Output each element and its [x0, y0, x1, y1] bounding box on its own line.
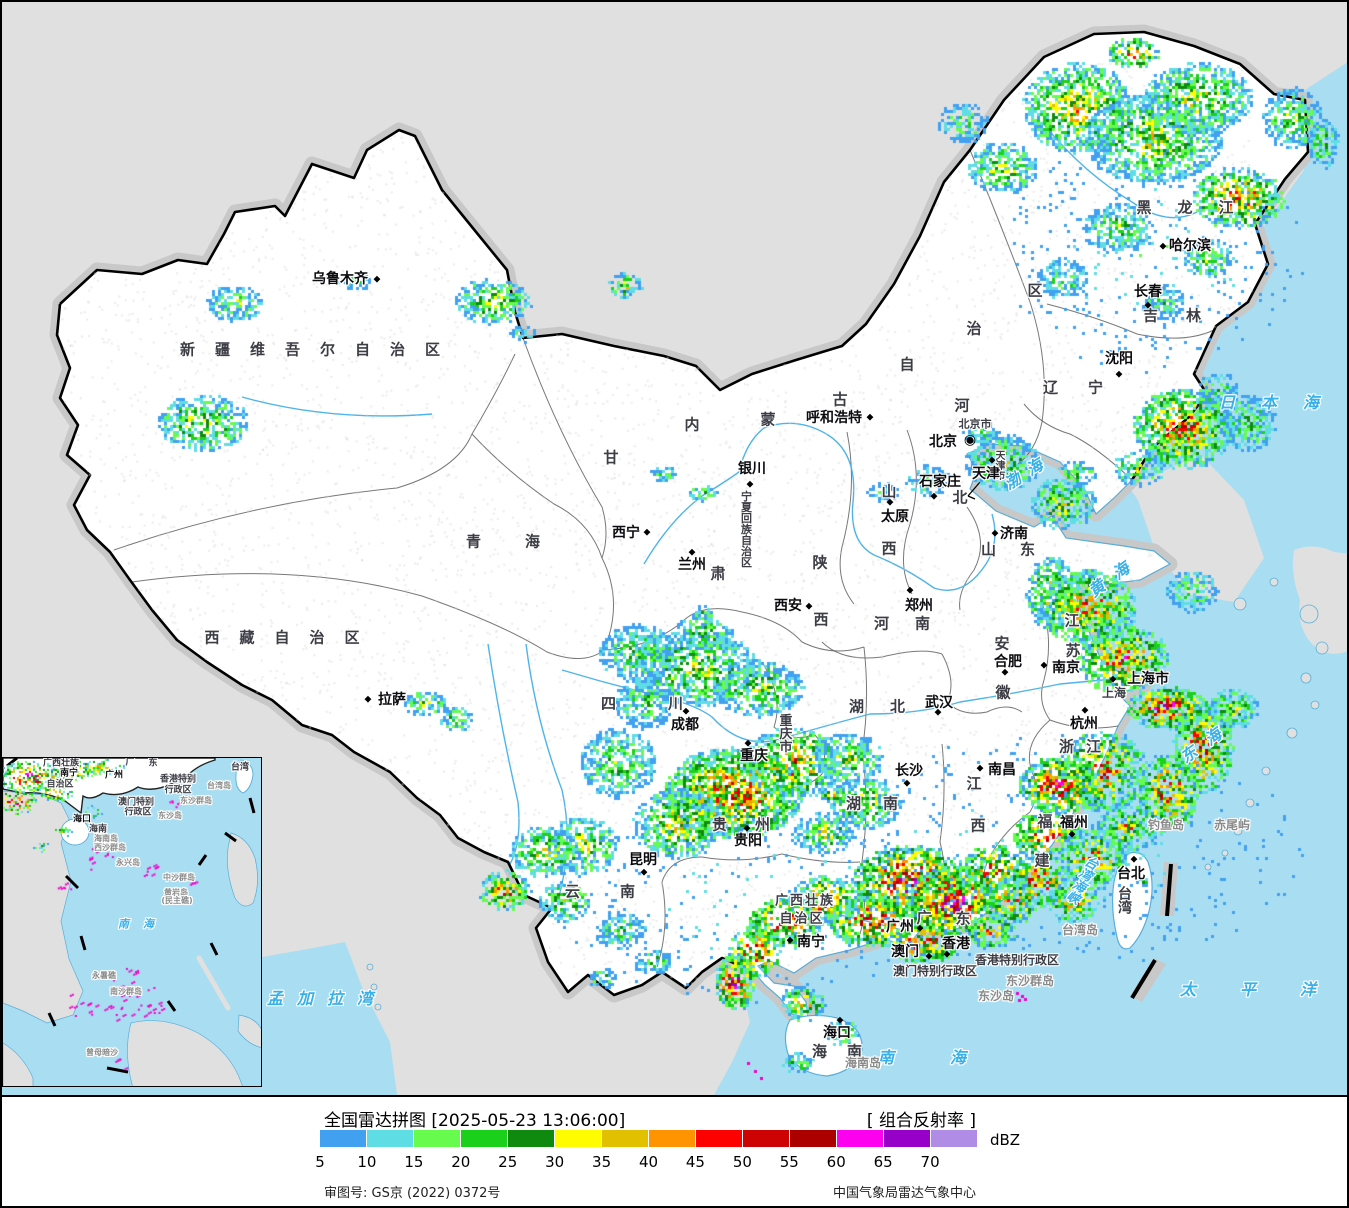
- inset-label: 永兴岛: [116, 858, 140, 867]
- inset-label: 台湾岛: [207, 781, 231, 790]
- legend-cell-45: [696, 1130, 742, 1147]
- legend-tick: 30: [545, 1153, 565, 1171]
- inset-label: 东沙群岛: [180, 796, 212, 805]
- product-label: [ 组合反射率 ]: [866, 1111, 976, 1131]
- map-title: 全国雷达拼图 [2025-05-23 13:06:00]: [324, 1111, 626, 1131]
- legend-cell-55: [790, 1130, 836, 1147]
- legend-tick: 25: [498, 1153, 518, 1171]
- legend-tick: 5: [315, 1153, 325, 1171]
- inset-label: 永暑礁: [92, 971, 116, 980]
- map-license-number: 审图号: GS京 (2022) 0372号: [324, 1186, 501, 1201]
- inset-label: 东沙岛: [158, 811, 182, 820]
- inset-label: 海口: [72, 814, 92, 825]
- legend-cell-10: [367, 1130, 413, 1147]
- legend-tick: 40: [638, 1153, 659, 1171]
- legend-footer: 全国雷达拼图 [2025-05-23 13:06:00] [ 组合反射率 ] 5…: [2, 1097, 1347, 1206]
- inset-label: 曾母暗沙: [86, 1048, 118, 1057]
- legend-tick: 15: [404, 1153, 424, 1171]
- legend-tick: 50: [732, 1153, 752, 1171]
- south-china-sea-inset-map: 广西壮族 自治区 南宁 广州广东香港特别 行政区 澳门特别 行政区 东沙群岛 东沙岛 台湾 台湾岛海…: [2, 757, 262, 1087]
- inset-echo-layer: [3, 758, 261, 1086]
- legend-cell-20: [461, 1130, 507, 1147]
- legend-cell-40: [649, 1130, 695, 1147]
- data-source-credit: 中国气象局雷达气象中心: [832, 1186, 976, 1201]
- legend-tick: 70: [920, 1153, 940, 1171]
- inset-label: 西沙群岛: [94, 843, 126, 852]
- inset-label: 自治区: [46, 779, 74, 790]
- inset-label: 广州: [104, 770, 124, 781]
- legend-tick: 35: [592, 1153, 612, 1171]
- legend-cell-70: [931, 1130, 977, 1147]
- legend-cell-15: [414, 1130, 460, 1147]
- legend-cell-35: [602, 1130, 648, 1147]
- inset-label: 广: [125, 757, 135, 768]
- legend-tick: 10: [357, 1153, 377, 1171]
- legend-cell-60: [837, 1130, 883, 1147]
- dbz-unit-label: dBZ: [990, 1131, 1021, 1149]
- legend-cell-50: [743, 1130, 789, 1147]
- inset-label: 海南: [88, 824, 108, 835]
- legend-cell-65: [884, 1130, 930, 1147]
- legend-tick: 65: [873, 1153, 893, 1171]
- dbz-color-scale: [320, 1130, 977, 1147]
- legend-cell-5: [320, 1130, 366, 1147]
- inset-label: 南海: [118, 917, 168, 931]
- legend-cell-30: [555, 1130, 601, 1147]
- inset-label: (民主礁): [161, 896, 193, 905]
- inset-label-layer: 广西壮族 自治区 南宁 广州广东香港特别 行政区 澳门特别 行政区 东沙群岛 东沙岛 台湾 台湾岛海…: [3, 757, 261, 1086]
- legend-tick: 55: [779, 1153, 799, 1171]
- china-radar-map: 黑龙江 吉林 辽宁内蒙古自治区新疆维吾尔自治区 西藏自治区 青海甘肃宁夏回族自治区陕西山…: [2, 2, 1347, 1097]
- legend-tick: 45: [685, 1153, 705, 1171]
- inset-label: 南宁: [59, 768, 79, 779]
- inset-label: 台湾: [230, 762, 250, 773]
- inset-label: 行政区: [164, 785, 192, 796]
- legend-tick: 60: [826, 1153, 846, 1171]
- inset-label: 东: [148, 758, 158, 769]
- inset-label: 中沙群岛: [163, 873, 195, 882]
- inset-label: 海南岛: [94, 834, 118, 843]
- legend-cell-25: [508, 1130, 554, 1147]
- inset-label: 黄岩岛: [164, 888, 188, 897]
- dbz-scale-ticks: 5 10 15 20 25 30 35 40 45 50 55 60 65 70: [2, 1153, 1347, 1171]
- legend-tick: 20: [451, 1153, 471, 1171]
- inset-label: 南沙群岛: [110, 987, 142, 996]
- inset-label: 香港特别: [159, 774, 197, 785]
- inset-label: 广西壮族: [42, 758, 80, 769]
- inset-label: 行政区: [124, 807, 152, 818]
- inset-label: 澳门特别: [117, 797, 155, 808]
